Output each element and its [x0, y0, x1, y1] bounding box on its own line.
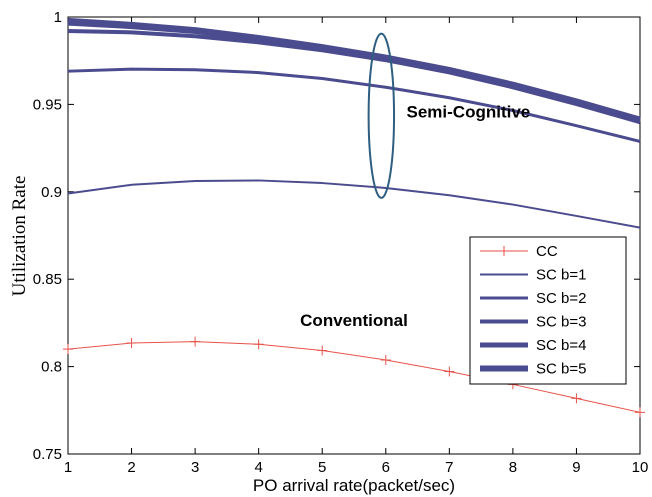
- series-line-sc-b-2: [67, 67, 641, 143]
- y-axis-label: Utilization Rate: [9, 176, 30, 297]
- legend-label: SC b=4: [536, 337, 586, 354]
- data-point-marker: [190, 336, 201, 347]
- legend-entry: SC b=1: [480, 267, 586, 284]
- legend-label: SC b=5: [536, 361, 586, 378]
- legend-label: CC: [536, 243, 558, 260]
- x-tick-label: 3: [191, 459, 199, 476]
- y-tick-label: 1: [54, 9, 62, 26]
- data-point-marker: [444, 366, 455, 377]
- data-point-marker: [63, 344, 73, 355]
- x-axis-label: PO arrival rate(packet/sec): [253, 476, 455, 495]
- legend-box: [469, 236, 627, 385]
- x-tick-label: 4: [254, 459, 262, 476]
- y-tick-label: 0.85: [33, 271, 62, 288]
- annotation-text: Semi-Cognitive: [407, 103, 531, 122]
- data-point-marker: [126, 338, 137, 349]
- x-tick-label: 8: [509, 459, 517, 476]
- legend-entry: SC b=2: [480, 290, 586, 307]
- data-point-marker: [571, 393, 582, 404]
- series-line-cc: [67, 341, 641, 413]
- group-ellipse: [367, 32, 396, 199]
- y-tick-label: 0.9: [41, 184, 62, 201]
- x-tick-label: 5: [318, 459, 326, 476]
- x-tick-label: 1: [64, 459, 72, 476]
- x-tick-label: 2: [127, 459, 135, 476]
- y-tick-label: 0.8: [41, 359, 62, 376]
- data-point-marker: [380, 354, 391, 365]
- series-line-sc-b-5: [67, 17, 641, 123]
- legend-label: SC b=2: [536, 290, 586, 307]
- annotation-text: Conventional: [300, 311, 408, 330]
- legend-label: SC b=1: [536, 267, 586, 284]
- x-tick-label: 9: [572, 459, 580, 476]
- data-point-marker: [635, 407, 645, 418]
- legend: CC SC b=1 SC b=2 SC b=3 SC b=4 SC b=5: [469, 236, 627, 385]
- legend-entry: SC b=3: [480, 314, 586, 331]
- y-axis: 0.75 0.8 0.85 0.9 0.95 1: [33, 9, 640, 463]
- legend-entry: CC: [480, 243, 558, 260]
- series-line-sc-b-1: [67, 179, 641, 229]
- x-axis: 1 2 3 4 5 6 7 8 9 10: [64, 17, 649, 476]
- y-tick-label: 0.75: [33, 446, 62, 463]
- x-tick-label: 10: [632, 459, 649, 476]
- y-tick-label: 0.95: [33, 96, 62, 113]
- data-point-marker: [317, 345, 328, 356]
- series-layer: [63, 17, 645, 418]
- x-tick-label: 7: [445, 459, 453, 476]
- legend-entry: SC b=5: [480, 361, 586, 378]
- legend-label: SC b=3: [536, 314, 586, 331]
- annotation-layer: Semi-Cognitive Conventional: [300, 32, 531, 330]
- legend-entry: SC b=4: [480, 337, 586, 354]
- data-point-marker: [253, 339, 264, 350]
- x-tick-label: 6: [382, 459, 390, 476]
